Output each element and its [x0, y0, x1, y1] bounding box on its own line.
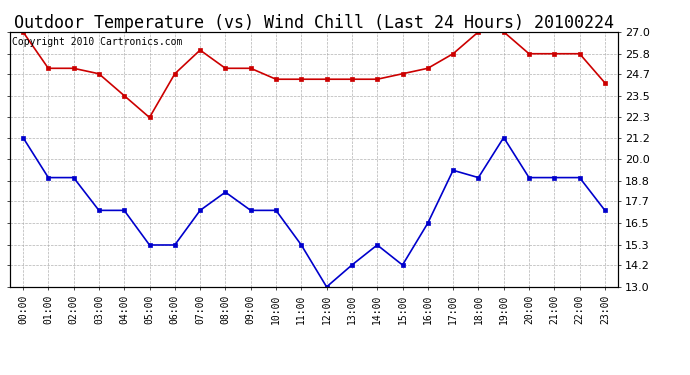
Title: Outdoor Temperature (vs) Wind Chill (Last 24 Hours) 20100224: Outdoor Temperature (vs) Wind Chill (Las…	[14, 14, 614, 32]
Text: Copyright 2010 Cartronics.com: Copyright 2010 Cartronics.com	[12, 37, 182, 47]
